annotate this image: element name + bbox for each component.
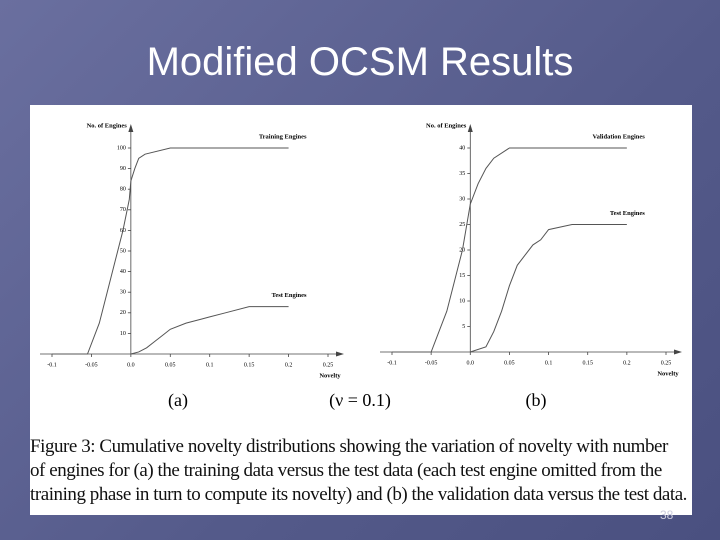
x-axis-label: Novelty [319, 372, 341, 379]
x-tick-label: 0.05 [504, 360, 515, 366]
series-line [392, 147, 627, 353]
caption-line: of engines for (a) the training data ver… [30, 460, 662, 481]
x-tick-label: 0.25 [661, 360, 672, 366]
series-label: Validation Engines [593, 133, 646, 140]
y-tick-label: 35 [459, 171, 465, 177]
series-line [52, 147, 289, 355]
x-tick-label: 0.15 [244, 362, 255, 368]
axis-arrow [128, 124, 134, 132]
x-tick-label: -0.05 [85, 362, 98, 368]
x-tick-label: -0.1 [387, 360, 397, 366]
sublabel: (b) [526, 390, 547, 411]
x-tick-label: 0.2 [285, 362, 293, 368]
x-tick-label: 0.0 [467, 360, 475, 366]
y-tick-label: 90 [120, 166, 126, 172]
caption-line: training phase in turn to compute its no… [30, 484, 687, 505]
y-tick-label: 30 [120, 290, 126, 296]
series-line [470, 224, 627, 353]
x-tick-label: 0.0 [127, 362, 135, 368]
series-label: Training Engines [259, 133, 307, 140]
y-tick-label: 5 [462, 324, 465, 330]
x-tick-label: 0.2 [623, 360, 631, 366]
x-tick-label: 0.25 [323, 362, 334, 368]
x-tick-label: 0.15 [582, 360, 593, 366]
sublabel: (ν = 0.1) [329, 390, 391, 411]
y-axis-label: No. of Engines [87, 122, 128, 129]
axis-arrow [336, 351, 344, 357]
y-tick-label: 40 [120, 269, 126, 275]
x-tick-label: -0.05 [425, 360, 438, 366]
x-tick-label: -0.1 [47, 362, 57, 368]
y-tick-label: 10 [459, 298, 465, 304]
figure-panel [30, 105, 692, 515]
x-tick-label: 0.1 [545, 360, 553, 366]
y-tick-label: 10 [120, 331, 126, 337]
y-tick-label: 80 [120, 187, 126, 193]
x-tick-label: 0.05 [165, 362, 176, 368]
slide-title: Modified OCSM Results [146, 40, 574, 84]
x-axis-label: Novelty [657, 370, 679, 377]
axis-arrow [467, 124, 473, 132]
series-label: Test Engines [272, 292, 307, 299]
sublabel: (a) [168, 390, 188, 411]
y-tick-label: 40 [459, 145, 465, 151]
y-tick-label: 15 [459, 273, 465, 279]
y-tick-label: 30 [459, 196, 465, 202]
series-label: Test Engines [610, 210, 645, 217]
series-line [130, 306, 289, 355]
y-tick-label: 100 [117, 145, 126, 151]
y-tick-label: 70 [120, 207, 126, 213]
y-tick-label: 20 [120, 310, 126, 316]
slide-number: 38 [660, 508, 674, 522]
x-tick-label: 0.1 [206, 362, 214, 368]
axis-arrow [674, 349, 682, 355]
y-tick-label: 25 [459, 222, 465, 228]
y-tick-label: 50 [120, 248, 126, 254]
y-axis-label: No. of Engines [426, 122, 467, 129]
caption-line: Figure 3: Cumulative novelty distributio… [30, 436, 668, 457]
